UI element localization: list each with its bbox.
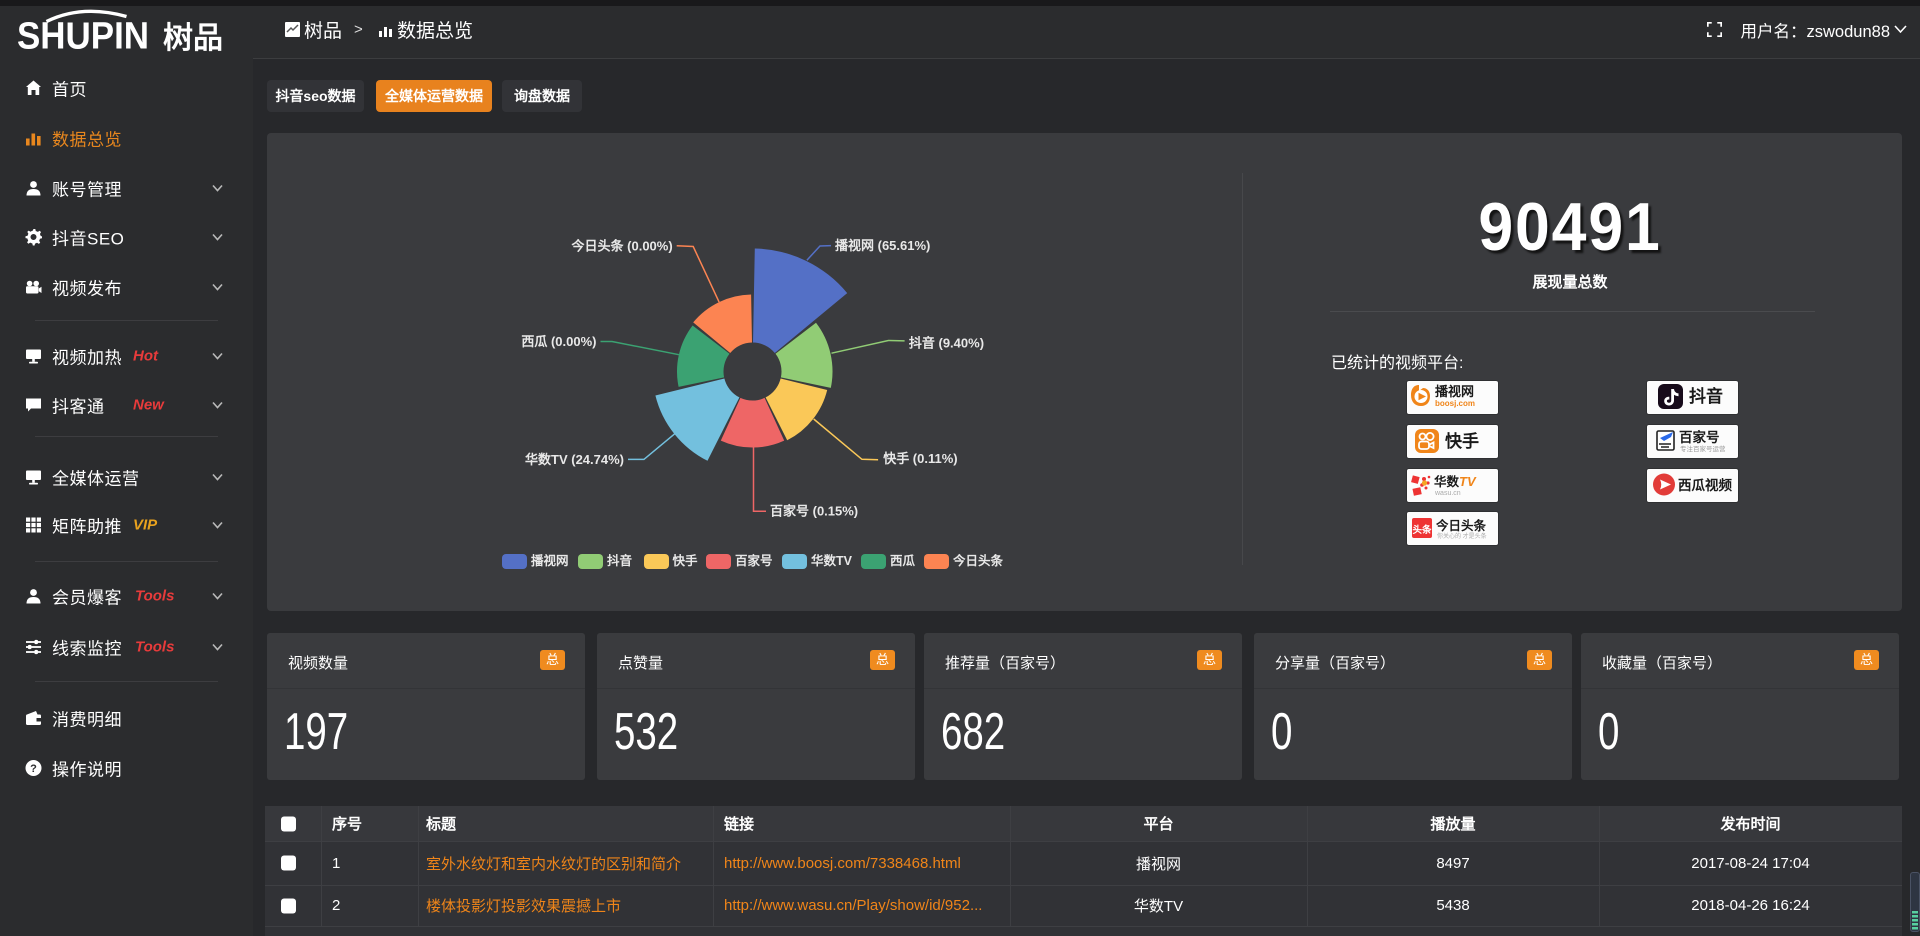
svg-text:西瓜视频: 西瓜视频 [1678,477,1732,493]
svg-text:西瓜 (0.00%): 西瓜 (0.00%) [521,334,596,349]
svg-text:boosj.com: boosj.com [1435,399,1475,408]
svg-text:华数: 华数 [1434,474,1460,489]
svg-text:快手 (0.11%): 快手 (0.11%) [883,451,957,466]
svg-text:抖音 (9.40%): 抖音 (9.40%) [909,336,984,351]
svg-text:树品: 树品 [163,22,223,55]
svg-text:抖音: 抖音 [1689,386,1723,406]
svg-text:TV: TV [1459,474,1477,489]
svg-text:百家号: 百家号 [1679,429,1720,445]
svg-text:今日头条 (0.00%): 今日头条 (0.00%) [571,238,673,253]
svg-text:快手: 快手 [1445,431,1479,451]
svg-text:?: ? [30,763,37,775]
svg-text:头条: 头条 [1412,524,1432,536]
svg-text:wasu.cn: wasu.cn [1434,490,1461,497]
svg-text:今日头条: 今日头条 [1435,518,1487,533]
svg-text:专注百家号运营: 专注百家号运营 [1680,444,1726,453]
svg-text:华数TV (24.74%): 华数TV (24.74%) [525,452,624,467]
svg-text:你关心的 才是头条: 你关心的 才是头条 [1437,532,1487,540]
svg-text:SHUPIN: SHUPIN [17,14,149,57]
svg-text:播视网 (65.61%): 播视网 (65.61%) [835,238,930,253]
svg-text:百家号 (0.15%): 百家号 (0.15%) [770,504,858,519]
svg-text:播视网: 播视网 [1435,384,1474,399]
